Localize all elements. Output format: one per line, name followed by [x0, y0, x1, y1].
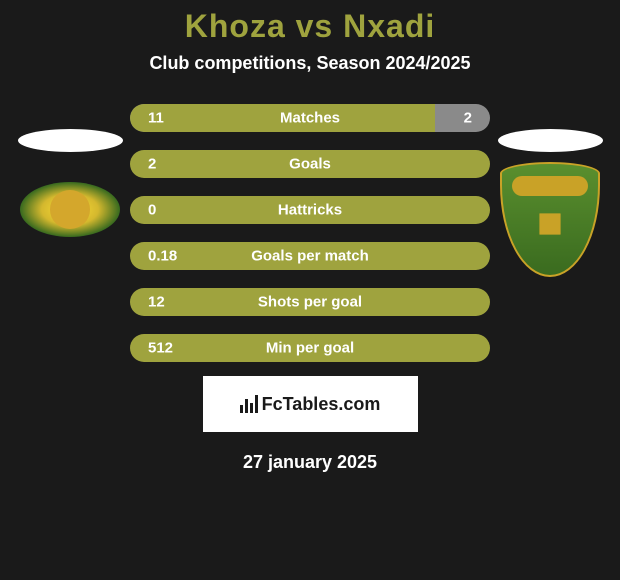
left-player-column [10, 104, 130, 237]
stat-label: Shots per goal [258, 294, 362, 311]
stat-label: Matches [280, 110, 340, 127]
stat-value-right: 2 [464, 110, 472, 127]
stat-value-left: 512 [148, 340, 173, 357]
infographic-container: Khoza vs Nxadi Club competitions, Season… [0, 0, 620, 580]
club-badge-left [20, 182, 120, 237]
chart-icon [240, 395, 258, 413]
right-player-column [490, 104, 610, 277]
player-avatar-left [18, 129, 123, 152]
fctables-logo: FcTables.com [240, 394, 381, 415]
stat-label: Goals per match [251, 248, 369, 265]
brand-text: FcTables.com [262, 394, 381, 415]
stat-bar: 12 Shots per goal [130, 288, 490, 316]
stat-value-left: 0 [148, 202, 156, 219]
stat-label: Hattricks [278, 202, 342, 219]
stat-bar: 0 Hattricks [130, 196, 490, 224]
footer-date: 27 january 2025 [243, 452, 377, 473]
player-avatar-right [498, 129, 603, 152]
stat-label: Goals [289, 156, 331, 173]
stat-label: Min per goal [266, 340, 354, 357]
stat-value-left: 12 [148, 294, 165, 311]
stat-value-left: 11 [148, 110, 164, 127]
stat-bars: 11 Matches 2 2 Goals 0 Hattricks 0.18 Goals per … [130, 104, 490, 362]
stat-bar: 0.18 Goals per match [130, 242, 490, 270]
comparison-title: Khoza vs Nxadi [185, 8, 436, 45]
stat-value-left: 0.18 [148, 248, 177, 265]
brand-footer: FcTables.com [203, 376, 418, 432]
club-badge-right [500, 162, 600, 277]
stats-area: 11 Matches 2 2 Goals 0 Hattricks 0.18 Goals per … [0, 104, 620, 362]
stat-bar: 512 Min per goal [130, 334, 490, 362]
stat-bar: 2 Goals [130, 150, 490, 178]
stat-value-left: 2 [148, 156, 156, 173]
comparison-subtitle: Club competitions, Season 2024/2025 [149, 53, 470, 74]
stat-bar: 11 Matches 2 [130, 104, 490, 132]
